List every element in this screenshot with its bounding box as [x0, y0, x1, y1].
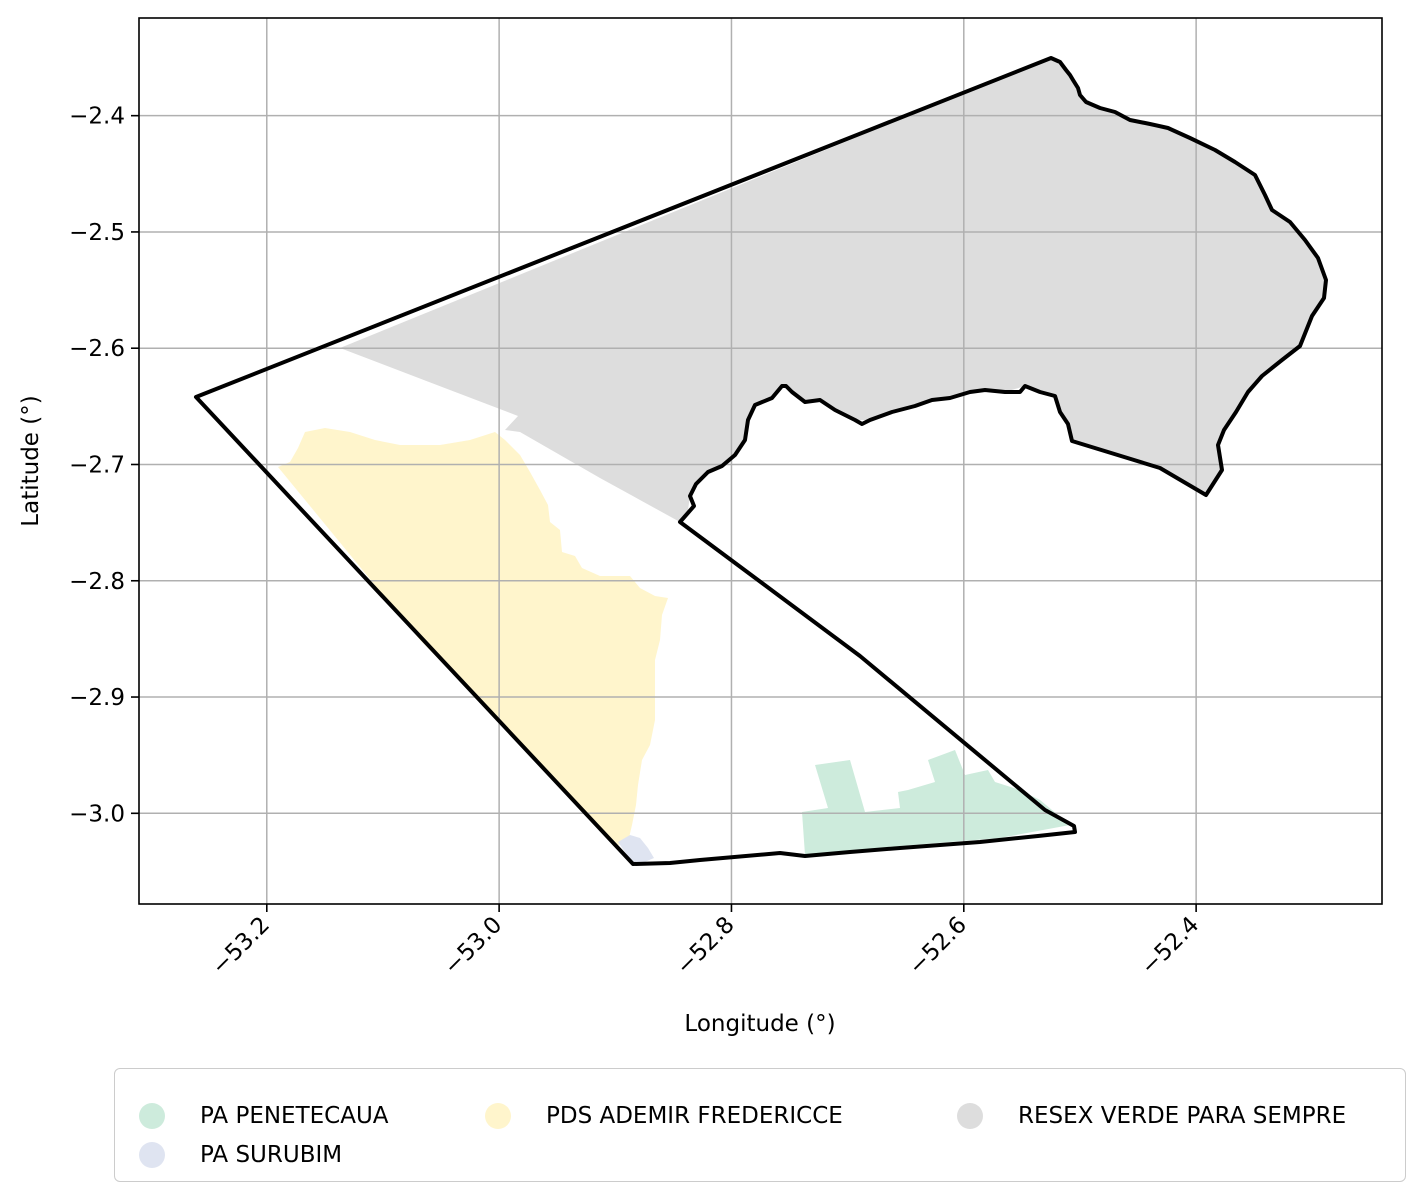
axes-frame: [138, 17, 1383, 905]
territory-boundary: [194, 56, 1328, 866]
x-axis: −53.2 −53.0 −52.8 −52.6 −52.4: [207, 904, 1204, 980]
legend-marker: [485, 1103, 511, 1129]
legend-item-pa-surubim: PA SURUBIM: [139, 1142, 342, 1168]
grid: [139, 18, 1382, 904]
legend-marker: [139, 1142, 165, 1168]
region-pds-ademir-fredericce: [278, 428, 668, 845]
y-tick-label: −2.8: [69, 569, 125, 595]
x-tick-label: −53.0: [439, 912, 507, 980]
legend-item-resex-verde-para-sempre: RESEX VERDE PARA SEMPRE: [957, 1103, 1346, 1129]
region-resex-verde-para-sempre: [340, 58, 1326, 522]
x-axis-title: Longitude (°): [684, 1011, 835, 1037]
x-tick-label: −52.8: [671, 912, 739, 980]
y-tick-label: −2.6: [69, 336, 125, 362]
y-tick-label: −2.7: [69, 452, 125, 478]
legend-item-pa-penetecaua: PA PENETECAUA: [139, 1103, 389, 1129]
y-tick-label: −2.5: [69, 220, 125, 246]
y-axis: −2.4 −2.5 −2.6 −2.7 −2.8 −2.9 −3.0: [69, 104, 139, 827]
x-tick-label: −52.6: [904, 912, 972, 980]
y-tick-label: −2.9: [69, 685, 125, 711]
region-pa-surubim: [618, 835, 654, 864]
y-tick-label: −2.4: [69, 104, 125, 130]
legend-item-pds-ademir-fredericce: PDS ADEMIR FREDERICCE: [485, 1103, 843, 1129]
legend-label: PA SURUBIM: [200, 1142, 343, 1168]
legend-marker: [957, 1103, 983, 1129]
legend-marker: [139, 1103, 165, 1129]
y-tick-label: −3.0: [69, 801, 125, 827]
legend-label: RESEX VERDE PARA SEMPRE: [1018, 1103, 1347, 1129]
region-pa-penetecaua: [802, 750, 1070, 855]
legend-label: PDS ADEMIR FREDERICCE: [546, 1103, 843, 1129]
x-tick-label: −53.2: [207, 912, 275, 980]
x-tick-label: −52.4: [1136, 912, 1204, 980]
y-axis-title: Latitude (°): [18, 395, 44, 526]
legend-label: PA PENETECAUA: [200, 1103, 389, 1129]
legend: PA PENETECAUA PDS ADEMIR FREDERICCE RESE…: [114, 1068, 1406, 1182]
